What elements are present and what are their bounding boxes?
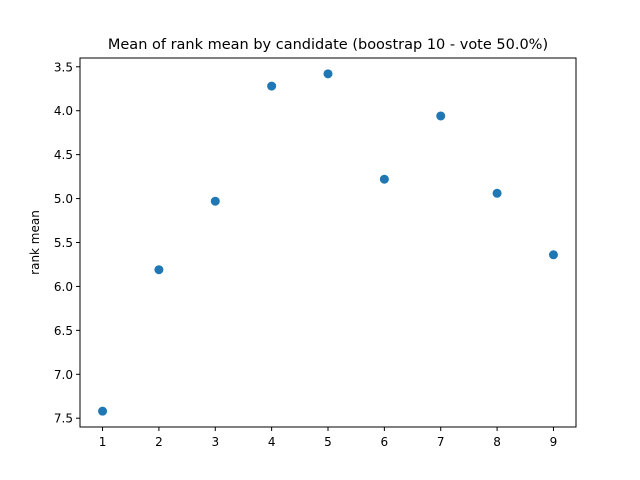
data-point [548, 250, 558, 260]
x-tick-label: 7 [437, 435, 445, 449]
y-tick-label: 3.5 [54, 60, 73, 74]
data-point [436, 111, 446, 121]
x-tick-label: 2 [155, 435, 163, 449]
y-tick-label: 4.0 [54, 104, 73, 118]
data-point [323, 69, 333, 79]
x-tick-label: 8 [493, 435, 501, 449]
y-tick-label: 4.5 [54, 148, 73, 162]
x-tick-label: 3 [211, 435, 219, 449]
x-tick-label: 6 [381, 435, 389, 449]
data-point [492, 188, 502, 198]
plot-area [79, 57, 577, 428]
y-tick-label: 7.0 [54, 368, 73, 382]
x-tick-label: 9 [550, 435, 558, 449]
y-tick-label: 6.5 [54, 324, 73, 338]
data-point [98, 406, 108, 416]
chart-title: Mean of rank mean by candidate (boostrap… [108, 37, 548, 53]
data-series [98, 69, 558, 416]
y-tick-label: 5.5 [54, 236, 73, 250]
x-tick-label: 4 [268, 435, 276, 449]
y-axis-label: rank mean [28, 210, 42, 275]
data-point [154, 265, 164, 275]
data-point [379, 174, 389, 184]
y-axis: 3.5 4.0 4.5 5.0 5.5 6.0 6.5 7.0 7.5 [54, 60, 80, 426]
data-point [210, 196, 220, 206]
y-tick-label: 5.0 [54, 192, 73, 206]
y-tick-label: 6.0 [54, 280, 73, 294]
x-tick-label: 1 [99, 435, 107, 449]
x-tick-label: 5 [324, 435, 332, 449]
x-axis: 1 2 3 4 5 6 7 8 9 [99, 427, 558, 449]
data-point [267, 81, 277, 91]
y-tick-label: 7.5 [54, 412, 73, 426]
